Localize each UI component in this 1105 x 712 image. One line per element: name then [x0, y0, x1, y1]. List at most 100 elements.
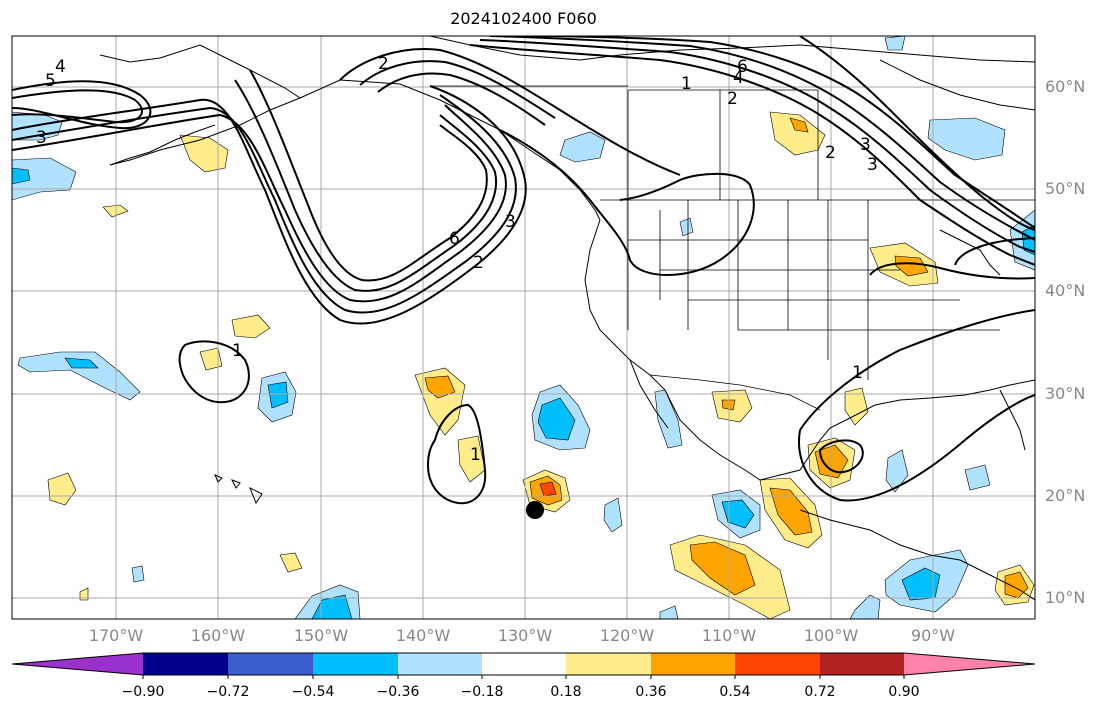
shade-yellow	[79, 587, 89, 601]
shade-light-blue	[884, 36, 906, 51]
colorbar	[11, 652, 1036, 679]
hawaii-3	[249, 486, 263, 505]
colorbar-segment	[566, 653, 651, 675]
us-mexico-border	[649, 374, 821, 411]
contour-line	[339, 48, 681, 176]
colorbar-segment	[398, 653, 482, 675]
shade-blue	[537, 397, 576, 441]
great-lakes	[939, 229, 1001, 276]
contour-line	[178, 340, 250, 404]
contour-label: 1	[852, 363, 863, 383]
shade-yellow	[279, 552, 303, 573]
contour-line	[499, 129, 755, 276]
contour-label: 2	[378, 54, 389, 74]
contour-line	[489, 36, 1035, 241]
contour-label: 3	[860, 135, 871, 155]
lon-label: 100°W	[803, 626, 859, 645]
shade-yellow	[457, 435, 486, 483]
colorbar-tick-label: −0.90	[121, 684, 165, 700]
colorbar-tick-label: −0.18	[460, 684, 504, 700]
colorbar-segment	[820, 653, 904, 675]
contour-line	[799, 309, 1035, 431]
contour-line	[359, 60, 556, 119]
lon-label: 150°W	[293, 626, 349, 645]
colorbar-tick-label: 0.36	[635, 684, 667, 700]
contour-line	[426, 403, 487, 505]
colorbar-extend-high	[904, 653, 1035, 675]
storm-center-marker	[526, 501, 544, 519]
lat-label: 40°N	[1045, 281, 1086, 300]
contour-label: 5	[45, 71, 56, 91]
shade-yellow	[844, 387, 869, 426]
lat-label: 20°N	[1045, 486, 1086, 505]
colorbar-segment	[313, 653, 398, 675]
shade-light-blue	[659, 605, 679, 619]
shade-orange	[689, 541, 756, 596]
shade-light-blue	[849, 594, 881, 619]
contour-text: 4 5 3 2 3 6 2 3 1 2 4 6 3 2 1 1 1	[36, 54, 878, 465]
shade-yellow	[47, 472, 77, 506]
colorbar-tick-label: 0.54	[719, 684, 751, 700]
florida	[999, 389, 1026, 451]
lon-label: 110°W	[701, 626, 757, 645]
shade-yellow	[769, 111, 826, 156]
colorbar-segment	[143, 653, 228, 675]
contour-line	[479, 39, 1035, 253]
colorbar-tick-label: −0.36	[376, 684, 420, 700]
contour-label: 2	[727, 89, 738, 109]
shade-blue	[267, 381, 289, 409]
shade-light-blue	[927, 117, 1006, 161]
lat-label: 50°N	[1045, 179, 1086, 198]
contour-label: 3	[36, 128, 47, 148]
contour-line	[377, 72, 546, 126]
contour-line	[799, 36, 1035, 231]
shade-blue	[12, 167, 31, 185]
contour-label: 2	[473, 253, 484, 273]
baja	[629, 359, 669, 429]
lon-label: 160°W	[190, 626, 246, 645]
lat-label: 30°N	[1045, 384, 1086, 403]
contour-label: 2	[825, 143, 836, 163]
colorbar-segment	[228, 653, 313, 675]
colorbar-tick-label: 0.72	[804, 684, 836, 700]
contour-line	[12, 94, 517, 314]
map-frame	[11, 35, 1036, 620]
colorbar-tick-label: −0.72	[206, 684, 250, 700]
contour-line	[818, 439, 864, 474]
shade-blue	[64, 357, 99, 369]
contour-label: 3	[505, 212, 516, 232]
lon-label: 90°W	[910, 626, 956, 645]
shade-light-blue	[17, 351, 141, 401]
contour-line	[954, 237, 1035, 266]
contour-label: 4	[733, 68, 744, 88]
lat-label: 60°N	[1045, 77, 1086, 96]
shade-orange	[769, 487, 813, 536]
contour-label: 1	[470, 445, 481, 465]
central-america	[799, 509, 1035, 601]
lon-label: 120°W	[599, 626, 655, 645]
contours	[12, 36, 1035, 505]
colorbar-segment	[482, 653, 566, 675]
contour-label: 6	[449, 229, 460, 249]
lon-label: 170°W	[88, 626, 144, 645]
contour-line	[798, 394, 1035, 502]
contour-line	[12, 89, 143, 124]
colorbar-tick-label: 0.18	[550, 684, 582, 700]
shade-orange	[424, 375, 456, 399]
contour-label: 6	[737, 57, 748, 77]
shade-light-blue	[679, 217, 694, 237]
contour-line	[234, 79, 497, 292]
lat-label: 10°N	[1045, 588, 1086, 607]
contour-line	[869, 262, 1035, 280]
contour-label: 1	[681, 74, 692, 94]
colorbar-tick-label: 0.90	[888, 684, 920, 700]
contour-line	[249, 69, 488, 282]
colorbar-segment	[651, 653, 735, 675]
shade-yellow	[179, 134, 229, 173]
shade-yellow	[231, 314, 271, 339]
contour-line	[12, 85, 527, 325]
hudson-bay	[879, 59, 1035, 111]
shade-yellow	[199, 347, 223, 371]
shade-orange	[789, 117, 809, 133]
gulf-coast	[759, 379, 1035, 481]
